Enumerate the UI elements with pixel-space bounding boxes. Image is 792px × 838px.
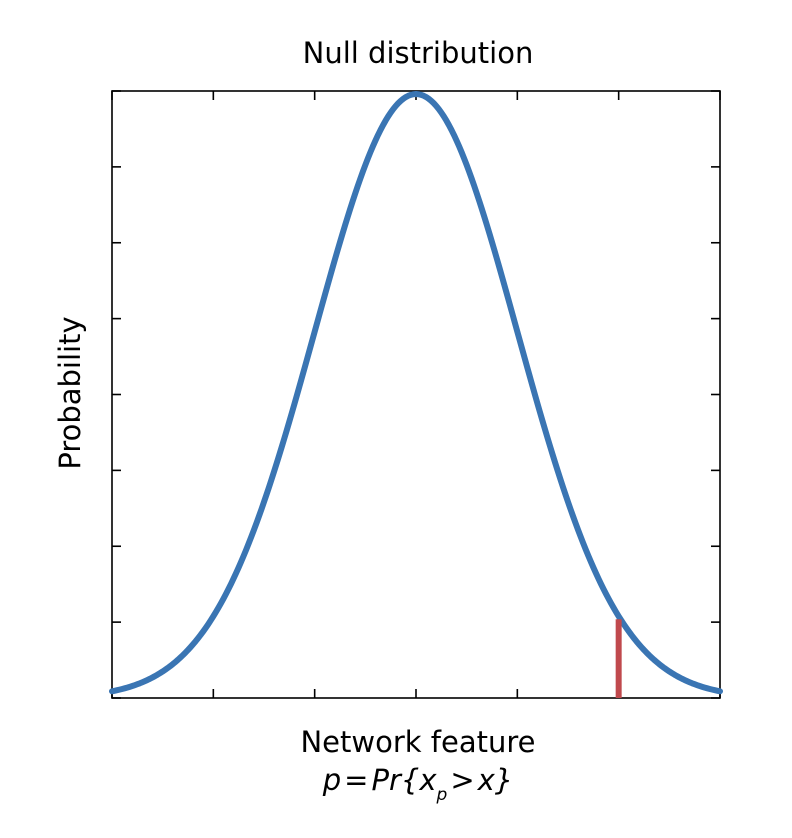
x-axis-label: Network feature — [300, 725, 535, 759]
formula-eq: = — [344, 763, 368, 797]
p-value-formula: p = Pr{xp > x} — [322, 763, 514, 805]
plot-frame — [111, 90, 721, 699]
formula-sub: p — [436, 785, 448, 805]
formula-var: x — [418, 763, 437, 797]
chart-title: Null distribution — [303, 36, 534, 70]
formula-lhs: p — [322, 763, 341, 797]
formula-rhs: x} — [477, 763, 514, 797]
tick-marks — [111, 90, 721, 699]
formula-gt: > — [450, 763, 474, 797]
curve-layer — [109, 91, 723, 695]
y-axis-label: Probability — [53, 316, 87, 469]
plot-border — [111, 90, 721, 699]
formula-fn: Pr{ — [371, 763, 419, 797]
null-distribution-curve — [109, 91, 723, 695]
